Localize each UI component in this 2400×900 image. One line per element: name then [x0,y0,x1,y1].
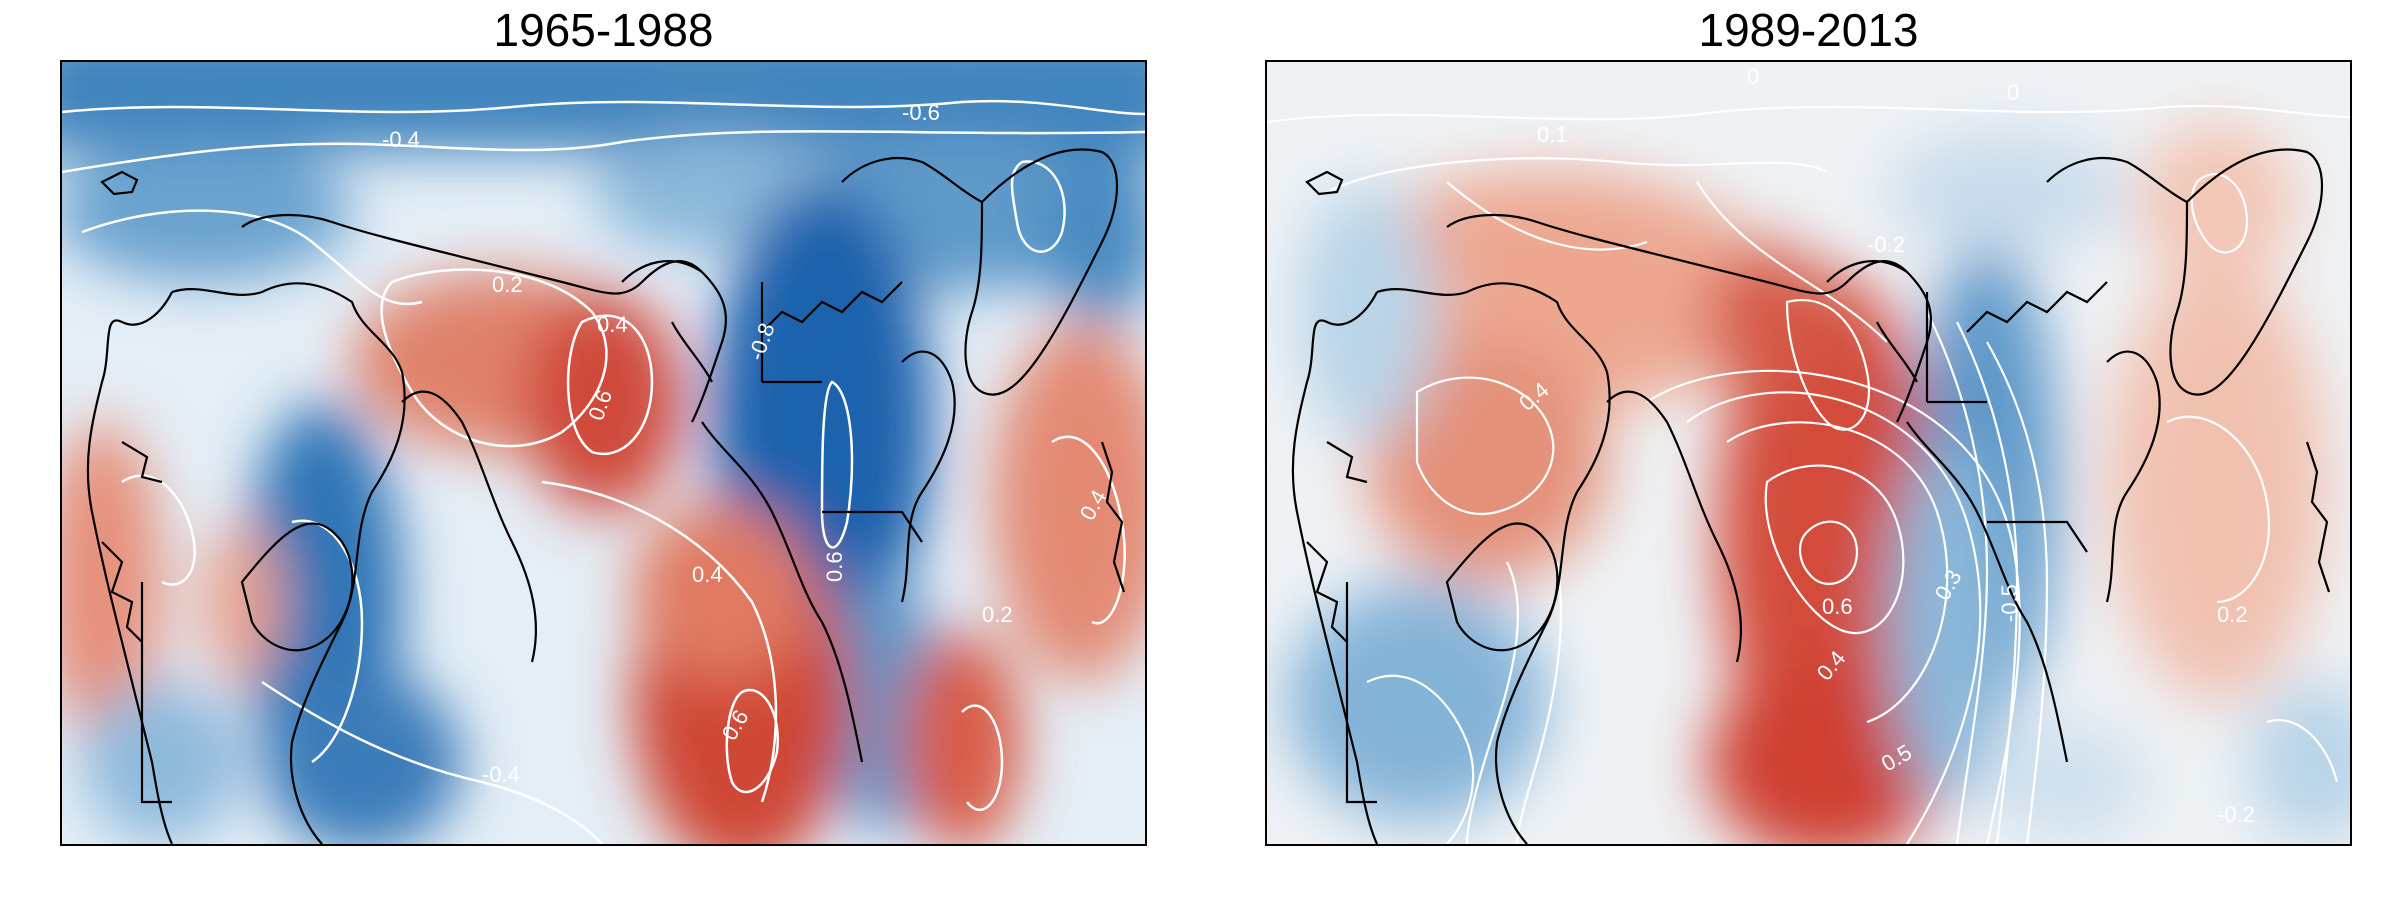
correlation-field [1287,122,2350,844]
correlation-map-1965-1988: -0.6 -0.4 0.2 0.4 0.6 -0.8 0.6 0.4 0.6 -… [60,60,1147,846]
coastlines [1291,148,2331,844]
contour-label: 0.4 [692,562,723,587]
panel-title-1965-1988: 1965-1988 [493,4,714,56]
contour-label: -0.2 [2217,802,2255,827]
contour-label: -0.6 [902,100,940,125]
coastlines [86,148,1126,844]
contour-label: 0 [2007,80,2019,105]
contour-label: 0.6 [1822,594,1853,619]
contour-label: -0.5 [1997,584,2022,622]
contour-label: 0.2 [982,602,1013,627]
contour-label: -0.4 [482,762,520,787]
contour-label: 0.2 [2217,602,2248,627]
contour-lines [1267,104,2350,844]
contour-label: 0.6 [822,551,847,582]
map-canvas-left: -0.6 -0.4 0.2 0.4 0.6 -0.8 0.6 0.4 0.6 -… [62,62,1145,844]
contour-label: 0.4 [597,312,628,337]
map-canvas-right: 0 0.1 0 -0.2 0.4 0.6 0.3 0.5 -0.5 0.4 0.… [1267,62,2350,844]
contour-label: -0.4 [382,127,420,152]
correlation-map-1989-2013: 0 0.1 0 -0.2 0.4 0.6 0.3 0.5 -0.5 0.4 0.… [1265,60,2352,846]
contour-label: -0.2 [1867,232,1905,257]
panel-title-1989-2013: 1989-2013 [1698,4,1919,56]
contour-label: 0.2 [492,272,523,297]
contour-label: 0 [1747,64,1759,89]
contour-label: 0.1 [1537,122,1568,147]
correlation-field [62,62,1145,844]
